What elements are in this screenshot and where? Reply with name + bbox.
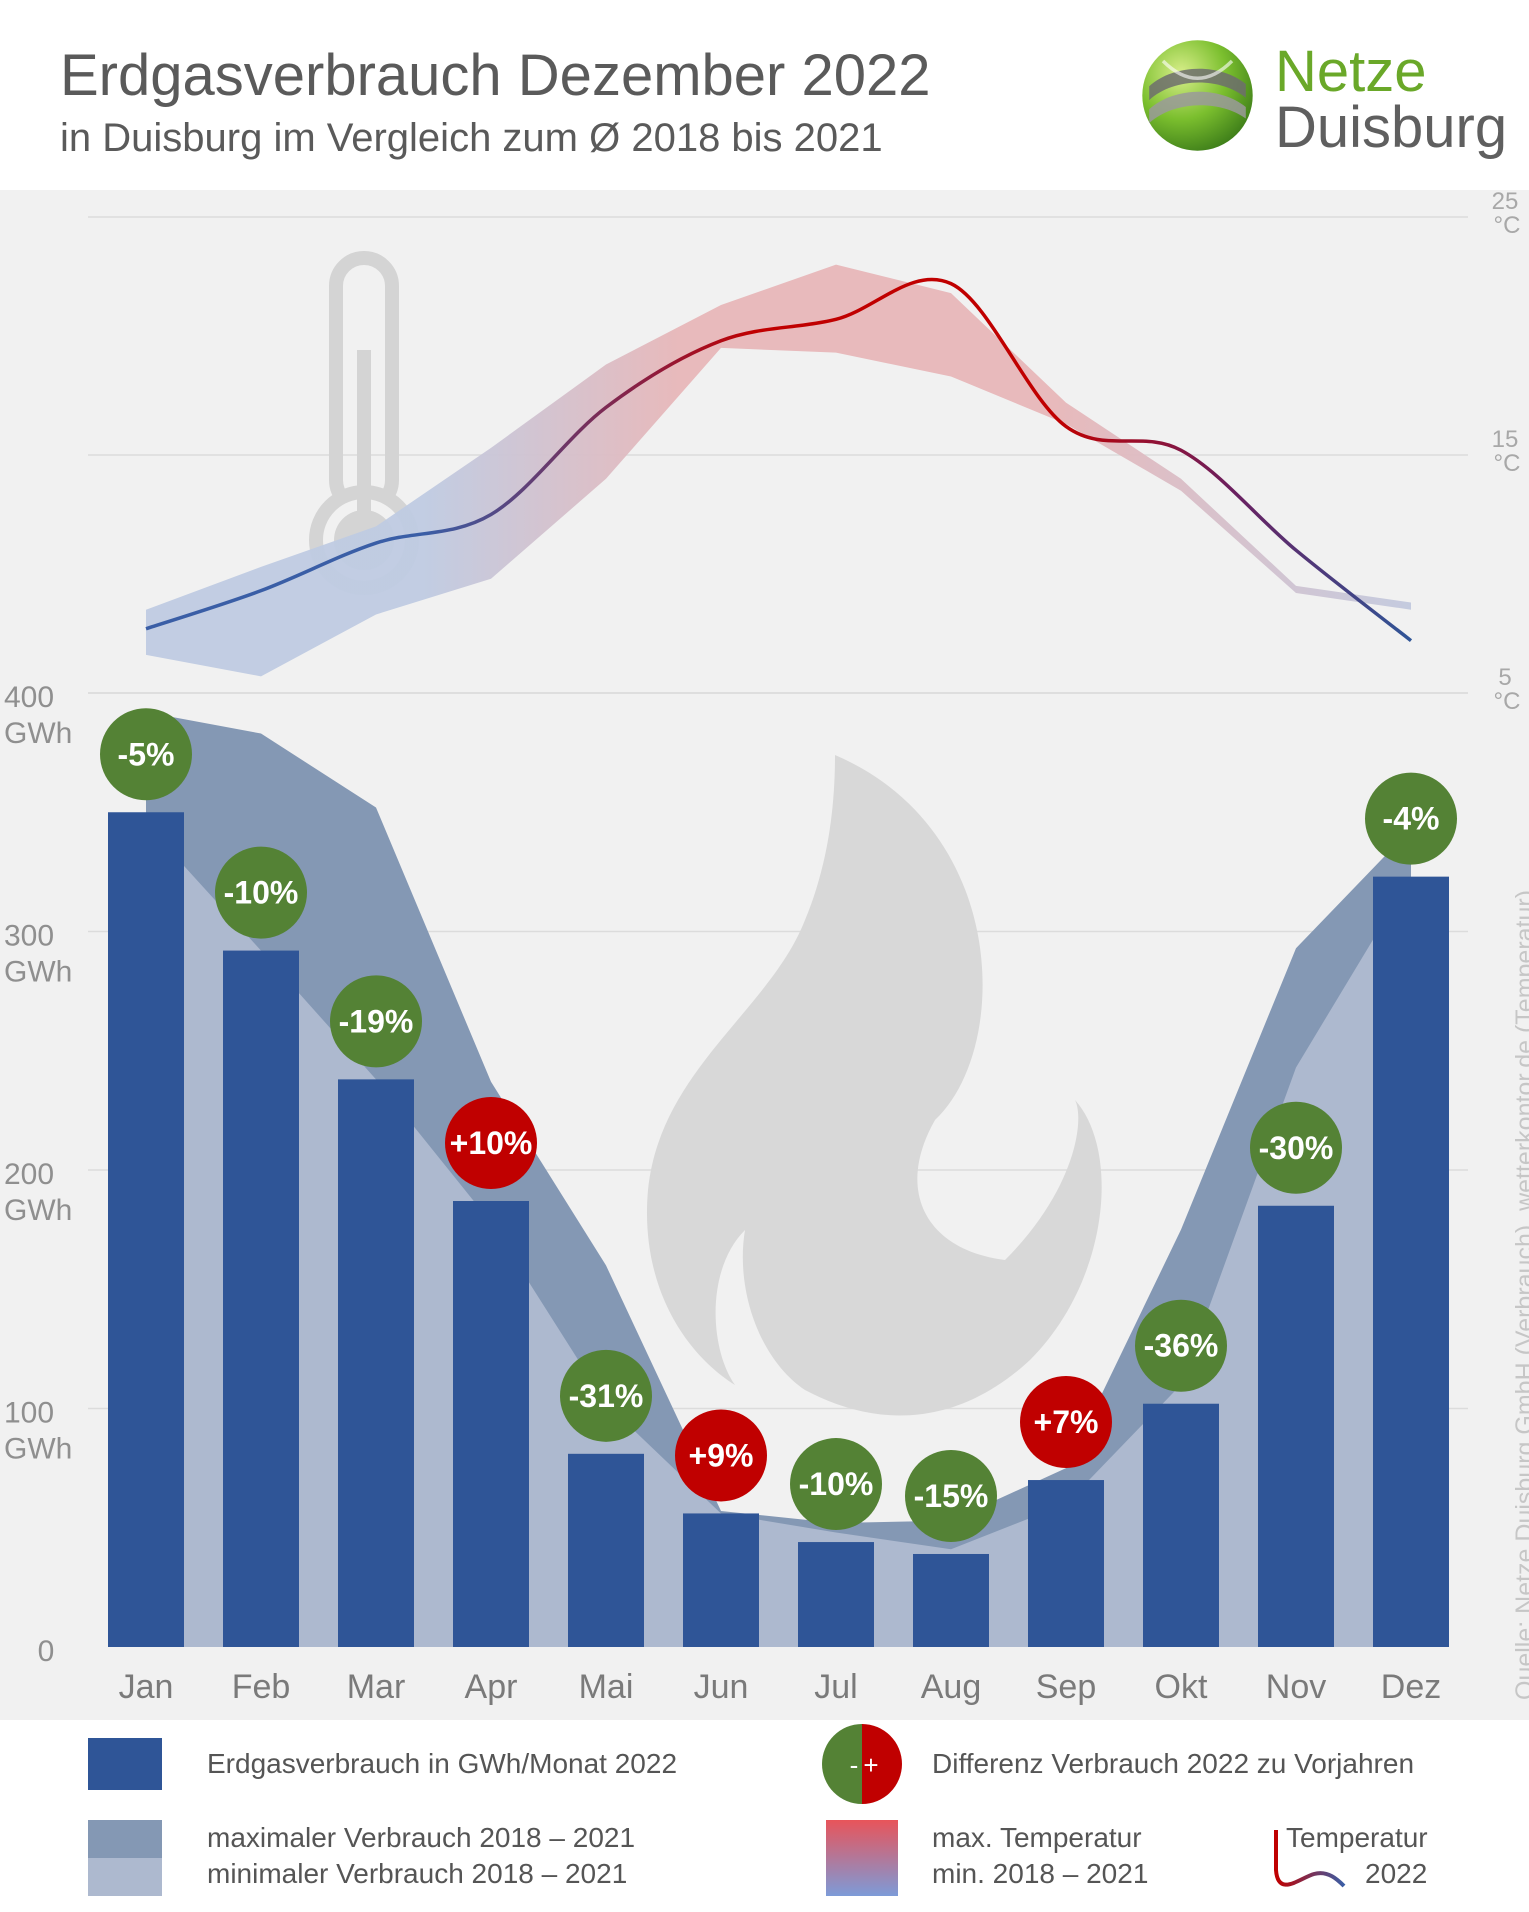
temperature-band [146,264,1411,677]
difference-badge [330,975,422,1068]
legend-swatch-max [88,1820,162,1858]
y-tick-unit: GWh [4,956,72,989]
bar-jun [683,1513,759,1647]
bar-mai [568,1453,644,1647]
temp-tick-label: 15 [1492,426,1519,453]
difference-label: -10% [224,875,299,911]
x-tick-label: Feb [232,1668,291,1706]
difference-label: +7% [1034,1404,1099,1440]
bar-dez [1373,876,1449,1647]
difference-label: -10% [799,1466,874,1502]
logo-text-netze: Netze [1275,39,1427,104]
bar-mar [338,1079,414,1647]
y-tick-label: 300 [4,920,54,953]
difference-label: +10% [450,1125,533,1161]
temp-tick-unit: °C [1494,688,1521,715]
difference-badge [675,1409,767,1502]
x-tick-label: Jul [814,1668,857,1706]
difference-badge [1250,1101,1342,1194]
y-tick-unit: GWh [4,1433,72,1466]
bar-aug [913,1553,989,1647]
difference-label: -15% [914,1478,989,1514]
temp-tick-label: 25 [1492,190,1519,215]
legend: Erdgasverbrauch in GWh/Monat 2022 maxima… [0,1720,1529,1912]
legend-label-temp-max: max. Temperatur [932,1822,1142,1853]
legend-diff-badge-icon: - + [822,1724,902,1804]
y-tick-label: 100 [4,1397,54,1430]
consumption-chart: -5% -10% -19% +10% -31% +9% -10% -15% +7% -36% -30… [100,708,1457,1647]
x-tick-label: Okt [1155,1668,1208,1706]
netze-duisburg-logo-icon [1142,40,1253,151]
legend-label-temp-line: Temperatur [1286,1822,1428,1853]
logo-text-duisburg: Duisburg [1275,95,1508,160]
y-tick-label: 400 [4,681,54,714]
difference-label: +9% [689,1437,754,1473]
bar-feb [223,950,299,1647]
bar-apr [453,1201,529,1647]
logo: Netze Duisburg [1140,38,1510,168]
legend-diff-plus: + [863,1750,878,1780]
legend-swatch-temp-band [826,1820,898,1896]
legend-label-temp-year: 2022 [1365,1858,1428,1889]
legend-diff-minus: - [850,1750,859,1780]
temp-tick-unit: °C [1494,450,1521,477]
x-tick-label: Mai [579,1668,634,1706]
bar-nov [1258,1205,1334,1647]
y-tick-label: 200 [4,1158,54,1191]
difference-badge [100,708,192,801]
temperature-line-2022 [145,277,1413,643]
difference-badge [560,1349,652,1442]
legend-label-min: minimaler Verbrauch 2018 – 2021 [207,1858,628,1889]
bar-jul [798,1542,874,1647]
y-tick-label: 0 [38,1635,55,1668]
x-tick-label: Sep [1036,1668,1097,1706]
header: Erdgasverbrauch Dezember 2022 in Duisbur… [0,0,1529,190]
source-note: Quelle: Netze Duisburg GmbH (Verbrauch),… [1511,889,1529,1700]
temp-tick-label: 5 [1498,664,1511,691]
chart-area: -5% -10% -19% +10% -31% +9% -10% -15% +7% -36% -30… [0,190,1529,1720]
x-tick-label: Apr [465,1668,518,1706]
difference-badge [1135,1299,1227,1392]
bar-okt [1143,1403,1219,1647]
difference-label: -30% [1259,1130,1334,1166]
x-tick-label: Jun [694,1668,749,1706]
x-tick-label: Jan [119,1668,174,1706]
legend-label-bar: Erdgasverbrauch in GWh/Monat 2022 [207,1748,678,1779]
flame-icon [646,755,1102,1416]
legend-label-temp-min: min. 2018 – 2021 [932,1858,1149,1889]
difference-badge [1365,772,1457,865]
page-subtitle: in Duisburg im Vergleich zum Ø 2018 bis … [60,116,883,160]
x-tick-label: Dez [1381,1668,1441,1706]
legend-swatch-min [88,1858,162,1896]
difference-label: -19% [339,1003,414,1039]
legend-temp-line-icon [1274,1830,1346,1888]
y-tick-unit: GWh [4,1194,72,1227]
bar-sep [1028,1480,1104,1647]
difference-badge [445,1097,537,1190]
axes: Jan Feb Mar Apr Mai Jun Jul Aug Sep Okt Nov Dez 0 100… [4,190,1520,1706]
bar-jan [108,812,184,1647]
x-tick-label: Nov [1266,1668,1326,1706]
page-title: Erdgasverbrauch Dezember 2022 [60,43,931,108]
difference-badge [215,846,307,939]
difference-badge [790,1438,882,1531]
legend-label-max: maximaler Verbrauch 2018 – 2021 [207,1822,636,1853]
x-tick-label: Aug [921,1668,982,1706]
legend-label-diff: Differenz Verbrauch 2022 zu Vorjahren [932,1748,1415,1779]
difference-label: -4% [1383,801,1440,837]
difference-label: -36% [1144,1328,1219,1364]
temp-tick-unit: °C [1494,212,1521,239]
y-tick-unit: GWh [4,717,72,750]
difference-badge [1020,1376,1112,1469]
difference-label: -31% [569,1378,644,1414]
chart-canvas: -5% -10% -19% +10% -31% +9% -10% -15% +7% -36% -30… [4,190,1520,1706]
difference-label: -5% [118,736,175,772]
difference-badge [905,1449,997,1542]
legend-swatch-bar [88,1738,162,1790]
temperature-chart [145,264,1413,677]
x-tick-label: Mar [347,1668,406,1706]
